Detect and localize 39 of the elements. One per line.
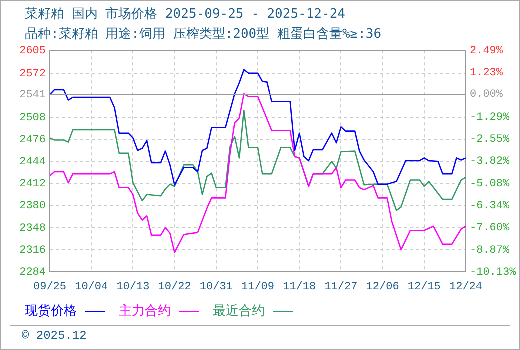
chart-title: 菜籽粕 国内 市场价格 2025-09-25 - 2025-12-24 — [25, 6, 346, 23]
x-tick-label: 10/31 — [200, 282, 234, 294]
x-tick-label: 10/22 — [158, 282, 192, 294]
y-tick-label: 2572 — [20, 68, 46, 80]
y-tick-label: 2444 — [20, 156, 46, 169]
y2-tick-label: -5.08% — [470, 178, 510, 190]
y2-tick-label: -10.13% — [470, 266, 517, 279]
y2-tick-label: 0.00% — [470, 89, 504, 102]
y2-tick-label: 2.49% — [470, 46, 504, 58]
y-tick-label: 2316 — [20, 244, 46, 257]
y-tick-label: 2380 — [20, 200, 46, 213]
y-tick-label: 2508 — [20, 112, 46, 124]
x-tick-label: 12/24 — [449, 282, 483, 294]
y2-tick-label: -8.87% — [470, 244, 510, 257]
legend-label: 现货价格 — [25, 303, 77, 320]
x-tick-label: 11/09 — [241, 282, 275, 294]
y2-tick-label: 1.23% — [470, 68, 504, 80]
y2-tick-label: -7.60% — [470, 222, 510, 235]
y-tick-label: 2541 — [20, 90, 46, 102]
text: © 2025.12 — [22, 329, 87, 343]
legend-label: 最近合约 — [213, 303, 265, 320]
x-tick-label: 11/27 — [324, 282, 358, 294]
x-tick-label: 11/18 — [283, 282, 316, 294]
x-tick-label: 09/25 — [33, 282, 67, 294]
y2-tick-label: -6.34% — [470, 200, 510, 212]
legend-label: 主力合约 — [119, 303, 171, 320]
y-tick-label: 2605 — [20, 46, 46, 58]
x-tick-label: 12/15 — [408, 282, 441, 294]
x-tick-label: 10/13 — [116, 282, 150, 294]
y-tick-label: 2412 — [20, 178, 46, 191]
y2-tick-label: -1.29% — [470, 112, 510, 124]
x-tick-label: 10/04 — [75, 282, 108, 294]
y-tick-label: 2284 — [20, 266, 46, 279]
y2-tick-label: -2.55% — [470, 134, 510, 146]
chart-subtitle: 品种:菜籽粕 用途:饲用 压榨类型:200型 粗蛋白含量%≥:36 — [25, 26, 382, 43]
y-tick-label: 2348 — [20, 222, 46, 235]
y-tick-label: 2476 — [20, 134, 46, 146]
y2-tick-label: -3.82% — [470, 156, 510, 168]
x-tick-label: 12/06 — [366, 282, 400, 294]
